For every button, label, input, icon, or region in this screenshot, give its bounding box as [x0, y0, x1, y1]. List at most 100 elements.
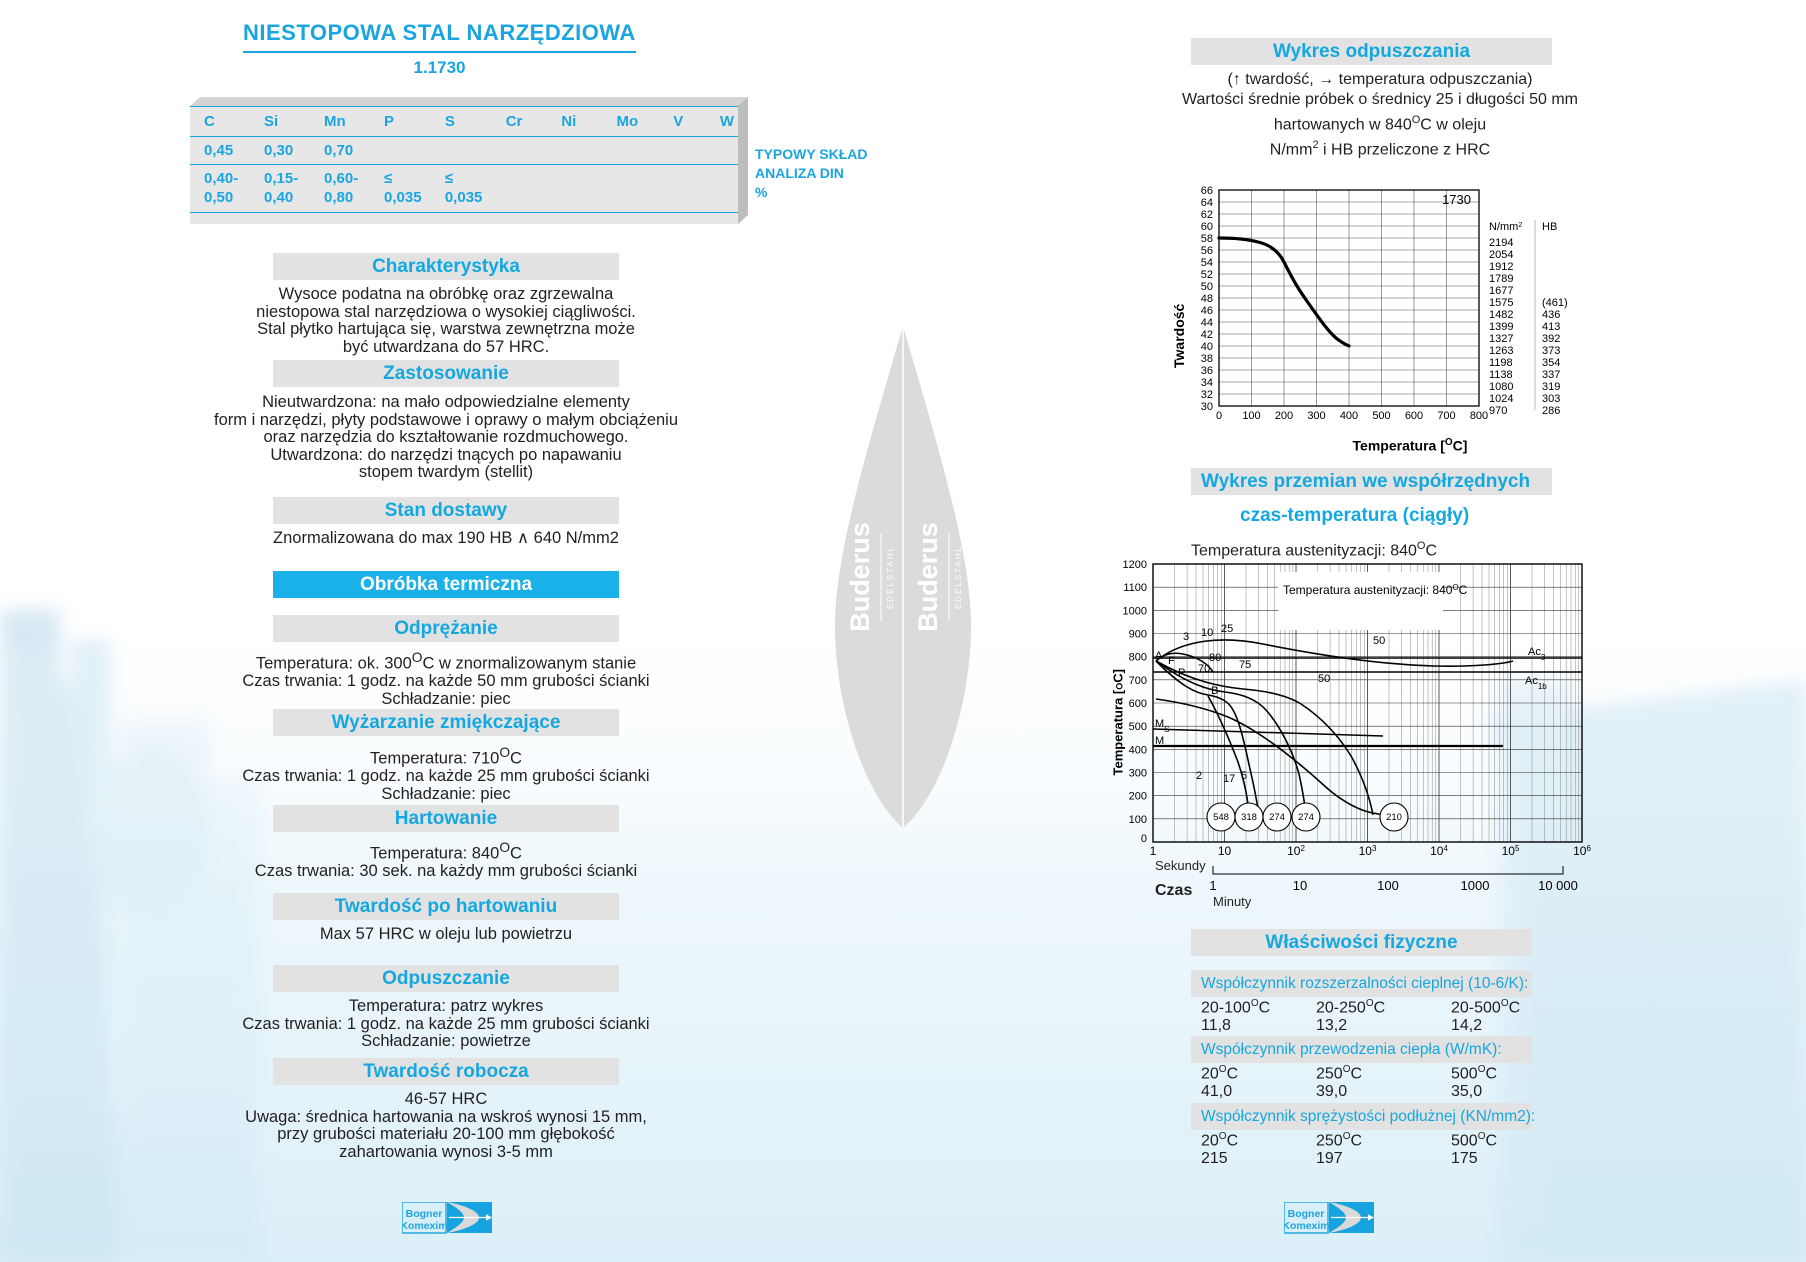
svg-text:Minuty: Minuty [1213, 894, 1252, 909]
svg-text:354: 354 [1542, 357, 1560, 369]
svg-text:M: M [1155, 735, 1164, 747]
svg-text:800: 800 [1470, 410, 1488, 422]
svg-text:373: 373 [1542, 345, 1560, 357]
svg-text:Bogner: Bogner [406, 1208, 443, 1220]
svg-text:970: 970 [1489, 405, 1507, 417]
svg-text:303: 303 [1542, 393, 1560, 405]
svg-text:EDELSTAHL: EDELSTAHL [954, 545, 963, 609]
svg-text:274: 274 [1269, 812, 1285, 823]
svg-text:286: 286 [1542, 405, 1560, 417]
svg-text:10 000: 10 000 [1538, 878, 1578, 893]
svg-text:32: 32 [1201, 389, 1213, 401]
svg-text:2054: 2054 [1489, 249, 1513, 261]
svg-text:103: 103 [1359, 844, 1377, 859]
svg-text:Komexim: Komexim [1284, 1220, 1330, 1232]
svg-text:700: 700 [1129, 675, 1147, 687]
svg-text:1: 1 [1209, 878, 1216, 893]
svg-text:25: 25 [1221, 623, 1233, 635]
svg-text:600: 600 [1129, 698, 1147, 710]
svg-text:Ac1b: Ac1b [1525, 675, 1547, 691]
svg-text:56: 56 [1201, 245, 1213, 257]
svg-text:64: 64 [1201, 197, 1213, 209]
svg-text:800: 800 [1129, 652, 1147, 664]
svg-text:0: 0 [1141, 833, 1147, 845]
svg-text:105: 105 [1502, 844, 1520, 859]
svg-text:(461): (461) [1542, 297, 1568, 309]
svg-text:52: 52 [1201, 269, 1213, 281]
svg-text:500: 500 [1129, 721, 1147, 733]
svg-text:436: 436 [1542, 309, 1560, 321]
svg-text:1024: 1024 [1489, 393, 1513, 405]
svg-text:274: 274 [1298, 812, 1314, 823]
svg-text:1482: 1482 [1489, 309, 1513, 321]
svg-text:A: A [1155, 650, 1163, 662]
svg-text:1912: 1912 [1489, 261, 1513, 273]
svg-text:700: 700 [1437, 410, 1455, 422]
svg-text:40: 40 [1201, 341, 1213, 353]
svg-text:Komexim: Komexim [402, 1220, 448, 1232]
svg-text:1399: 1399 [1489, 321, 1513, 333]
svg-text:Temperatura austenityzacji: 84: Temperatura austenityzacji: 840OC [1283, 583, 1468, 598]
svg-text:EDELSTAHL: EDELSTAHL [886, 545, 895, 609]
svg-text:50: 50 [1318, 673, 1330, 685]
svg-text:1200: 1200 [1123, 559, 1147, 571]
svg-text:Buderus: Buderus [845, 522, 875, 632]
svg-text:10: 10 [1201, 627, 1213, 639]
svg-text:1198: 1198 [1489, 357, 1513, 369]
svg-text:102: 102 [1287, 844, 1305, 859]
svg-text:Ac3: Ac3 [1528, 646, 1546, 662]
svg-text:1: 1 [1150, 844, 1157, 858]
svg-text:10: 10 [1218, 844, 1232, 858]
svg-text:3: 3 [1183, 631, 1189, 643]
svg-text:58: 58 [1201, 233, 1213, 245]
svg-text:HB: HB [1542, 221, 1557, 233]
svg-text:1327: 1327 [1489, 333, 1513, 345]
svg-text:50: 50 [1201, 281, 1213, 293]
svg-text:337: 337 [1542, 369, 1560, 381]
svg-text:106: 106 [1573, 844, 1591, 859]
svg-text:B: B [1211, 685, 1218, 697]
svg-text:600: 600 [1405, 410, 1423, 422]
svg-text:200: 200 [1129, 791, 1147, 803]
svg-text:38: 38 [1201, 353, 1213, 365]
svg-text:2194: 2194 [1489, 237, 1513, 249]
svg-text:300: 300 [1129, 768, 1147, 780]
svg-text:1730: 1730 [1442, 192, 1471, 207]
svg-text:Buderus: Buderus [913, 522, 943, 632]
svg-text:36: 36 [1201, 365, 1213, 377]
svg-text:60: 60 [1201, 221, 1213, 233]
svg-text:2: 2 [1196, 770, 1202, 782]
svg-text:1789: 1789 [1489, 273, 1513, 285]
svg-text:34: 34 [1201, 377, 1213, 389]
svg-text:1080: 1080 [1489, 381, 1513, 393]
svg-text:1000: 1000 [1123, 605, 1147, 617]
svg-text:62: 62 [1201, 209, 1213, 221]
svg-text:100: 100 [1377, 878, 1399, 893]
svg-text:1575: 1575 [1489, 297, 1513, 309]
svg-text:70: 70 [1198, 663, 1210, 675]
svg-text:100: 100 [1242, 410, 1260, 422]
svg-text:500: 500 [1372, 410, 1390, 422]
svg-text:5: 5 [1241, 770, 1247, 782]
svg-text:1677: 1677 [1489, 285, 1513, 297]
svg-text:400: 400 [1340, 410, 1358, 422]
svg-text:MS: MS [1155, 718, 1170, 734]
svg-text:42: 42 [1201, 329, 1213, 341]
svg-text:30: 30 [1201, 401, 1213, 413]
svg-text:319: 319 [1542, 381, 1560, 393]
svg-text:50: 50 [1373, 635, 1385, 647]
svg-text:1263: 1263 [1489, 345, 1513, 357]
svg-text:10: 10 [1293, 878, 1307, 893]
svg-text:300: 300 [1307, 410, 1325, 422]
svg-text:1000: 1000 [1461, 878, 1490, 893]
svg-text:46: 46 [1201, 305, 1213, 317]
svg-text:48: 48 [1201, 293, 1213, 305]
svg-text:0: 0 [1216, 410, 1222, 422]
svg-text:104: 104 [1430, 844, 1448, 859]
svg-text:F: F [1168, 655, 1175, 667]
svg-text:210: 210 [1386, 812, 1402, 823]
svg-text:44: 44 [1201, 317, 1213, 329]
svg-text:413: 413 [1542, 321, 1560, 333]
svg-text:Bogner: Bogner [1288, 1208, 1325, 1220]
svg-text:400: 400 [1129, 744, 1147, 756]
